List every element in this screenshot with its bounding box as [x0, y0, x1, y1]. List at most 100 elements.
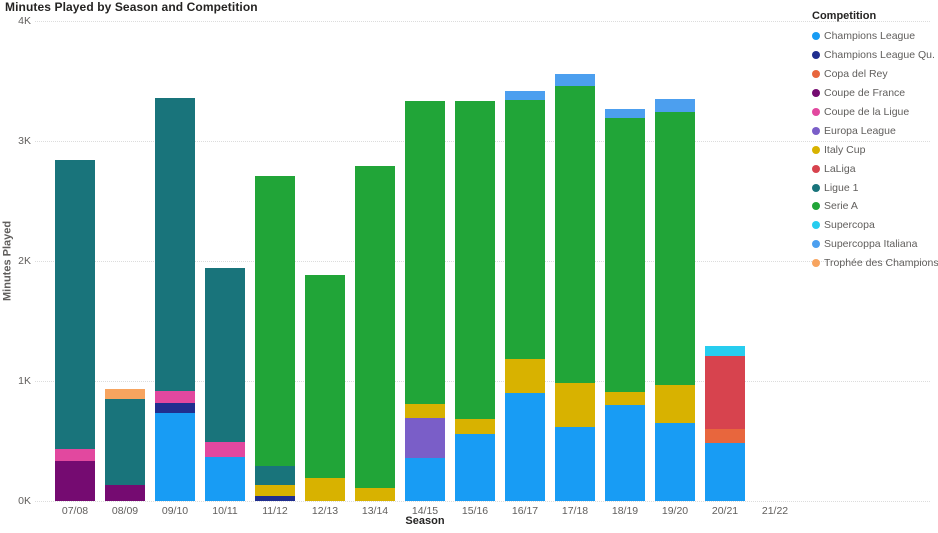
bar-segment-14-15-champions-league[interactable]	[405, 457, 445, 501]
bar-segment-10-11-coupe-de-la-ligue[interactable]	[205, 442, 245, 457]
bar-segment-18-19-supercoppa-italiana[interactable]	[605, 108, 645, 119]
bar-segment-17-18-italy-cup[interactable]	[555, 383, 595, 427]
bar-segment-09-10-champions-league[interactable]	[155, 413, 195, 501]
bar-segment-09-10-ligue-1[interactable]	[155, 97, 195, 391]
bar-segment-20-21-laliga[interactable]	[705, 355, 745, 429]
bar-segment-15-16-italy-cup[interactable]	[455, 419, 495, 434]
legend-label: Supercoppa Italiana	[824, 238, 918, 251]
bar-segment-17-18-serie-a[interactable]	[555, 85, 595, 384]
bar-segment-14-15-europa-league[interactable]	[405, 418, 445, 458]
x-tick-label-18-19: 18/19	[611, 505, 639, 517]
y-tick-label: 3K	[18, 135, 31, 147]
x-tick-label-21-22: 21/22	[761, 505, 789, 517]
bar-segment-09-10-coupe-de-la-ligue[interactable]	[155, 390, 195, 403]
bar-segment-15-16-champions-league[interactable]	[455, 433, 495, 501]
bar-segment-11-12-ligue-1[interactable]	[255, 466, 295, 486]
bar-segment-18-19-champions-league[interactable]	[605, 405, 645, 501]
bar-segment-20-21-champions-league[interactable]	[705, 443, 745, 501]
legend-swatch-icon	[812, 259, 820, 268]
legend-item-supercoppa-italiana[interactable]: Supercoppa Italiana	[806, 235, 938, 254]
bar-segment-07-08-coupe-de-france[interactable]	[55, 461, 95, 501]
bar-segment-07-08-ligue-1[interactable]	[55, 160, 95, 450]
legend-swatch-icon	[812, 240, 820, 249]
bar-segment-09-10-champions-league-qu-[interactable]	[155, 402, 195, 414]
bar-segment-11-12-serie-a[interactable]	[255, 175, 295, 467]
legend-label: LaLiga	[824, 162, 856, 175]
bar-segment-16-17-italy-cup[interactable]	[505, 359, 545, 393]
legend-item-champions-league[interactable]: Champions League	[806, 27, 938, 46]
legend-item-copa-del-rey[interactable]: Copa del Rey	[806, 65, 938, 84]
bar-segment-14-15-serie-a[interactable]	[405, 101, 445, 404]
legend-item-supercopa[interactable]: Supercopa	[806, 216, 938, 235]
bar-segment-17-18-champions-league[interactable]	[555, 426, 595, 501]
legend-item-ligue-1[interactable]: Ligue 1	[806, 178, 938, 197]
legend-title: Competition	[812, 10, 877, 22]
x-tick-label-07-08: 07/08	[61, 505, 89, 517]
legend-item-laliga[interactable]: LaLiga	[806, 159, 938, 178]
bar-segment-20-21-supercopa[interactable]	[705, 346, 745, 356]
bar-segment-15-16-serie-a[interactable]	[455, 101, 495, 420]
legend-item-serie-a[interactable]: Serie A	[806, 197, 938, 216]
y-tick-label: 0K	[18, 495, 31, 507]
bar-segment-08-09-coupe-de-france[interactable]	[105, 485, 145, 501]
bar-segment-19-20-supercoppa-italiana[interactable]	[655, 99, 695, 113]
bar-segment-12-13-serie-a[interactable]	[305, 275, 345, 479]
bar-segment-13-14-serie-a[interactable]	[355, 166, 395, 488]
legend-item-europa-league[interactable]: Europa League	[806, 121, 938, 140]
y-tick-label: 2K	[18, 255, 31, 267]
legend-label: Champions League Qu.	[824, 49, 935, 62]
legend-swatch-icon	[812, 221, 820, 230]
bar-segment-11-12-italy-cup[interactable]	[255, 485, 295, 497]
bar-segment-08-09-ligue-1[interactable]	[105, 399, 145, 486]
legend-item-troph-e-des-champions[interactable]: Trophée des Champions	[806, 254, 938, 273]
legend-label: Copa del Rey	[824, 68, 888, 81]
legend-label: Europa League	[824, 124, 896, 137]
bar-segment-07-08-coupe-de-la-ligue[interactable]	[55, 449, 95, 462]
legend-swatch-icon	[812, 183, 820, 192]
legend-swatch-icon	[812, 51, 820, 60]
legend-swatch-icon	[812, 145, 820, 154]
bar-segment-12-13-italy-cup[interactable]	[305, 478, 345, 501]
legend-label: Supercopa	[824, 219, 875, 232]
bar-segment-14-15-italy-cup[interactable]	[405, 403, 445, 419]
bar-segment-19-20-italy-cup[interactable]	[655, 384, 695, 423]
bar-segment-19-20-champions-league[interactable]	[655, 423, 695, 501]
x-tick-label-17-18: 17/18	[561, 505, 589, 517]
bar-segment-19-20-serie-a[interactable]	[655, 112, 695, 385]
legend-item-italy-cup[interactable]: Italy Cup	[806, 140, 938, 159]
bar-segment-18-19-italy-cup[interactable]	[605, 391, 645, 405]
legend-swatch-icon	[812, 202, 820, 211]
bar-segment-16-17-serie-a[interactable]	[505, 100, 545, 360]
x-axis-title: Season	[405, 515, 445, 527]
bar-segment-17-18-supercoppa-italiana[interactable]	[555, 73, 595, 86]
chart-title: Minutes Played by Season and Competition	[5, 0, 258, 14]
bar-segment-20-21-copa-del-rey[interactable]	[705, 429, 745, 444]
bar-segment-18-19-serie-a[interactable]	[605, 118, 645, 392]
bar-segment-08-09-troph-e-des-champions[interactable]	[105, 389, 145, 399]
x-tick-label-09-10: 09/10	[161, 505, 189, 517]
legend-swatch-icon	[812, 126, 820, 135]
legend-label: Trophée des Champions	[824, 257, 938, 270]
y-tick-label: 1K	[18, 375, 31, 387]
bar-segment-13-14-italy-cup[interactable]	[355, 487, 395, 501]
legend-label: Coupe de France	[824, 87, 906, 100]
legend-items: Champions League Champions League Qu. Copa…	[806, 27, 938, 273]
bar-segment-16-17-supercoppa-italiana[interactable]	[505, 90, 545, 101]
legend-label: Serie A	[824, 200, 858, 213]
legend-item-coupe-de-france[interactable]: Coupe de France	[806, 84, 938, 103]
legend-swatch-icon	[812, 32, 820, 41]
legend-item-champions-league-qu-[interactable]: Champions League Qu.	[806, 46, 938, 65]
legend-item-coupe-de-la-ligue[interactable]: Coupe de la Ligue	[806, 103, 938, 122]
legend-swatch-icon	[812, 70, 820, 79]
gridline-4K	[35, 21, 930, 22]
gridline-0K	[35, 501, 930, 502]
x-tick-label-13-14: 13/14	[361, 505, 389, 517]
legend: Competition Champions League Champions Le…	[806, 10, 938, 273]
bar-segment-11-12-champions-league-qu-[interactable]	[255, 496, 295, 501]
bar-segment-10-11-ligue-1[interactable]	[205, 268, 245, 443]
legend-swatch-icon	[812, 89, 820, 98]
legend-label: Coupe de la Ligue	[824, 106, 910, 118]
bar-segment-10-11-champions-league[interactable]	[205, 456, 245, 501]
bar-segment-16-17-champions-league[interactable]	[505, 393, 545, 501]
